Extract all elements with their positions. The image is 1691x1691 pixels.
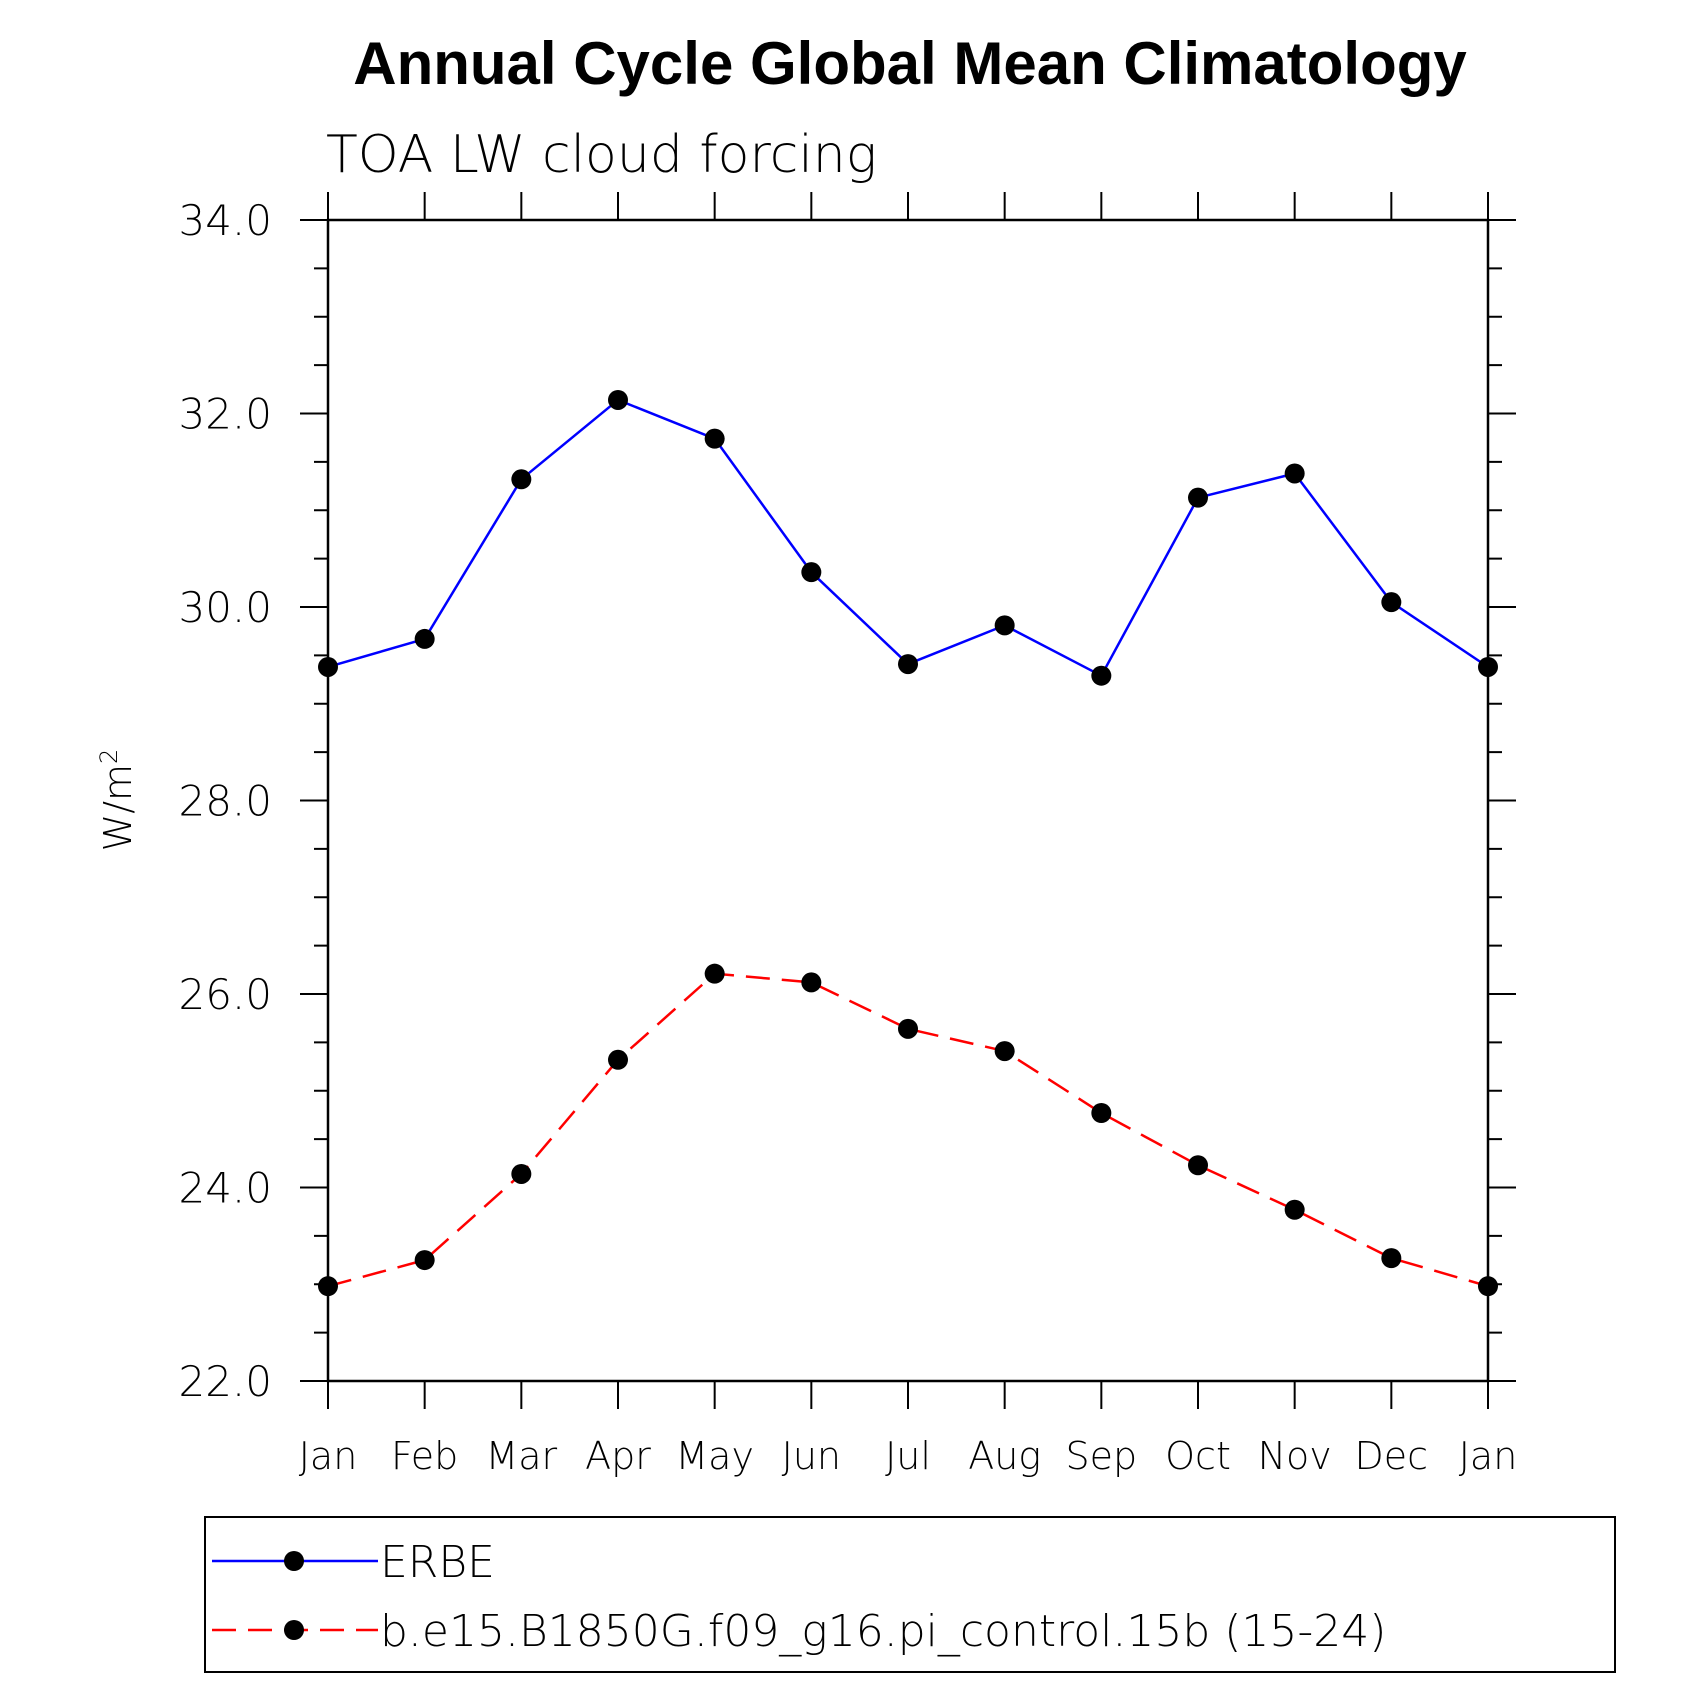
x-tick-label: Sep bbox=[1066, 1434, 1138, 1478]
y-tick-label: 28.0 bbox=[178, 777, 272, 826]
chart-subtitle: TOA LW cloud forcing bbox=[326, 125, 877, 185]
x-tick-label: Dec bbox=[1355, 1434, 1429, 1478]
y-axis-label: W/m2 bbox=[95, 749, 140, 852]
series-2-point bbox=[608, 1049, 628, 1070]
x-tick-label: Jan bbox=[1459, 1434, 1518, 1478]
series-1-point bbox=[704, 428, 725, 449]
series-1-point bbox=[1478, 656, 1498, 677]
series-1-point bbox=[1091, 665, 1112, 686]
y-tick-label: 34.0 bbox=[178, 196, 272, 245]
series-2-point bbox=[1478, 1276, 1498, 1297]
series-2-point bbox=[511, 1163, 532, 1184]
legend-marker-1 bbox=[284, 1551, 304, 1571]
series-1-point bbox=[898, 654, 918, 675]
series-2-point bbox=[898, 1018, 918, 1039]
series-2-point bbox=[704, 963, 725, 984]
series-2-point bbox=[1284, 1199, 1305, 1220]
x-tick-label: Jan bbox=[299, 1434, 358, 1478]
y-tick-label: 32.0 bbox=[178, 390, 272, 439]
x-tick-label: Apr bbox=[585, 1434, 651, 1478]
series-1-point bbox=[511, 469, 532, 490]
x-tick-label: Jun bbox=[782, 1434, 841, 1478]
legend-label-1: ERBE bbox=[380, 1537, 495, 1588]
y-tick-label: 22.0 bbox=[178, 1357, 272, 1406]
x-tick-label: Oct bbox=[1165, 1434, 1231, 1478]
y-axis-label-superscript: 2 bbox=[95, 749, 123, 764]
series-line-1 bbox=[327, 398, 1489, 677]
legend-marker-2 bbox=[284, 1620, 304, 1640]
series-2-point bbox=[318, 1276, 338, 1297]
series-1-point bbox=[414, 628, 435, 649]
legend-label-2: b.e15.B1850G.f09_g16.pi_control.15b (15-… bbox=[380, 1606, 1386, 1657]
series-1-point bbox=[1381, 592, 1402, 613]
plot-frame bbox=[326, 218, 1490, 1383]
series-1-point bbox=[994, 615, 1015, 636]
x-tick-label: Jul bbox=[885, 1434, 931, 1478]
series-2-point bbox=[414, 1250, 435, 1271]
series-1-point bbox=[1284, 463, 1305, 484]
x-tick-label: Mar bbox=[485, 1434, 557, 1478]
y-axis-label-text: W/m bbox=[96, 764, 140, 851]
x-tick-label: Feb bbox=[391, 1434, 458, 1478]
y-tick-label: 30.0 bbox=[178, 583, 272, 632]
series-2-point bbox=[994, 1041, 1015, 1062]
series-1-point bbox=[608, 389, 628, 410]
y-tick-label: 24.0 bbox=[178, 1164, 272, 1213]
series-2-point bbox=[801, 972, 822, 993]
series-1-point bbox=[1188, 487, 1208, 508]
plot-area: 22.0 24.0 26.0 28.0 30.0 32.0 34.0 Jan Feb Mar Apr… bbox=[178, 192, 1517, 1478]
chart-title: Annual Cycle Global Mean Climatology bbox=[353, 30, 1467, 97]
legend: ERBE b.e15.B1850G.f09_g16.pi_control.15b … bbox=[204, 1516, 1616, 1673]
x-tick-label: Aug bbox=[968, 1434, 1041, 1478]
legend-box bbox=[204, 1516, 1616, 1673]
series-2-point bbox=[1381, 1248, 1402, 1269]
y-tick-label: 26.0 bbox=[178, 970, 272, 1019]
series-2-point bbox=[1188, 1155, 1208, 1176]
series-2-point bbox=[1091, 1103, 1112, 1124]
x-tick-label: Nov bbox=[1258, 1434, 1332, 1478]
series-1-point bbox=[801, 562, 822, 583]
series-1-point bbox=[318, 656, 338, 677]
x-tick-label: May bbox=[675, 1434, 754, 1478]
